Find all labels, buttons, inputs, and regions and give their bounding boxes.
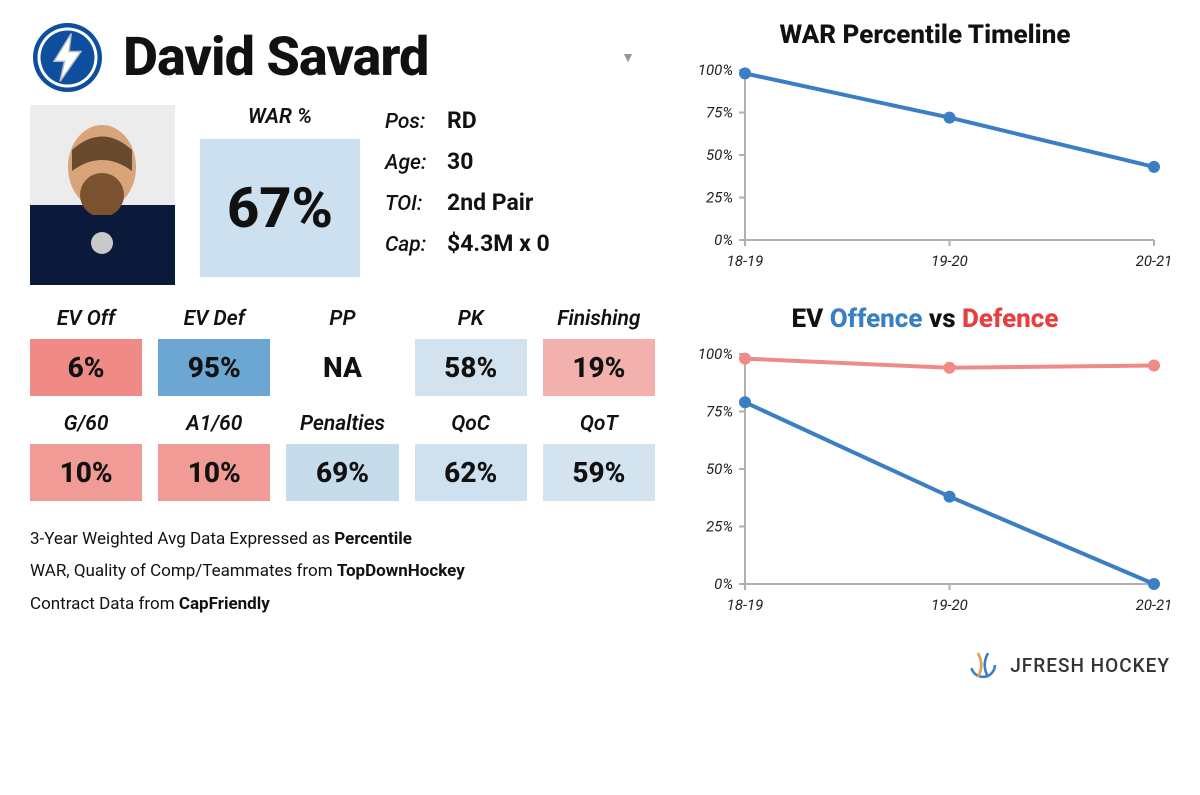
svg-text:19-20: 19-20	[931, 596, 968, 614]
stat-cell: EV Off 6%	[30, 307, 142, 396]
stat-label: QoC	[415, 412, 527, 436]
ev-off-def-chart: EV Offence vs Defence 0% 25% 50% 75% 100% 18-…	[680, 304, 1170, 634]
header: David Savard ▼	[30, 20, 655, 95]
team-logo	[30, 20, 105, 95]
stat-label: PK	[415, 307, 527, 331]
svg-text:0%: 0%	[714, 231, 733, 249]
brand-text: JFRESH HOCKEY	[1010, 654, 1170, 677]
stat-label: G/60	[30, 412, 142, 436]
stat-value-box: 95%	[158, 339, 270, 396]
stat-cell: G/60 10%	[30, 412, 142, 501]
stat-cell: PP NA	[286, 307, 398, 396]
stat-value-box: 59%	[543, 444, 655, 501]
stat-value-box: 62%	[415, 444, 527, 501]
svg-text:19-20: 19-20	[931, 252, 968, 270]
player-headshot	[30, 105, 175, 285]
note-bold: Percentile	[334, 529, 412, 549]
note-line: Contract Data from CapFriendly	[30, 588, 655, 620]
stat-cell: Finishing 19%	[543, 307, 655, 396]
info-value: RD	[447, 107, 477, 134]
stat-label: Penalties	[286, 412, 398, 436]
stat-label: Finishing	[543, 307, 655, 331]
chart-title: WAR Percentile Timeline	[680, 20, 1170, 50]
info-row: TOI: 2nd Pair	[385, 189, 550, 216]
chart-title-pre: EV	[792, 304, 830, 334]
stat-cell: PK 58%	[415, 307, 527, 396]
player-name: David Savard	[123, 26, 428, 89]
stat-label: EV Def	[158, 307, 270, 331]
evd-chart-svg: 0% 25% 50% 75% 100% 18-19 19-20 20-21	[680, 340, 1170, 630]
info-table: Pos: RD Age: 30 TOI: 2nd Pair Cap: $4.3M…	[385, 105, 550, 285]
top-info: WAR % 67% Pos: RD Age: 30 TOI: 2nd Pair …	[30, 105, 655, 285]
chart-title-offence: Offence	[830, 304, 923, 334]
war-label: WAR %	[200, 105, 360, 129]
note-line: WAR, Quality of Comp/Teammates from TopD…	[30, 555, 655, 587]
note-text: WAR, Quality of Comp/Teammates from	[30, 561, 337, 581]
stat-cell: A1/60 10%	[158, 412, 270, 501]
stat-label: EV Off	[30, 307, 142, 331]
stat-grid: EV Off 6% EV Def 95% PP NA PK 58% Finishing 19% G/…	[30, 307, 655, 501]
info-value: 30	[447, 148, 473, 175]
stat-cell: QoC 62%	[415, 412, 527, 501]
info-label: Age:	[385, 151, 435, 175]
svg-text:0%: 0%	[714, 575, 733, 593]
stat-value-box: 10%	[158, 444, 270, 501]
stat-label: A1/60	[158, 412, 270, 436]
stat-label: QoT	[543, 412, 655, 436]
note-text: Contract Data from	[30, 594, 179, 614]
svg-text:25%: 25%	[706, 518, 733, 536]
svg-text:100%: 100%	[698, 345, 733, 363]
info-value: 2nd Pair	[447, 189, 533, 216]
chart-title-vs: vs	[922, 304, 962, 334]
right-column: WAR Percentile Timeline 0% 25% 50% 75% 100% 1…	[655, 20, 1170, 775]
note-text: 3-Year Weighted Avg Data Expressed as	[30, 529, 334, 549]
stat-value-box: 6%	[30, 339, 142, 396]
dropdown-caret-icon[interactable]: ▼	[621, 49, 635, 66]
svg-text:18-19: 18-19	[727, 596, 764, 614]
info-label: TOI:	[385, 192, 435, 216]
note-bold: CapFriendly	[179, 594, 270, 614]
footer-notes: 3-Year Weighted Avg Data Expressed as Pe…	[30, 523, 655, 620]
svg-text:20-21: 20-21	[1136, 252, 1170, 270]
stat-value-box: 58%	[415, 339, 527, 396]
chart-title: EV Offence vs Defence	[680, 304, 1170, 334]
info-row: Cap: $4.3M x 0	[385, 230, 550, 257]
stat-cell: QoT 59%	[543, 412, 655, 501]
note-line: 3-Year Weighted Avg Data Expressed as Pe…	[30, 523, 655, 555]
info-row: Pos: RD	[385, 107, 550, 134]
war-timeline-chart: WAR Percentile Timeline 0% 25% 50% 75% 100% 1…	[680, 20, 1170, 290]
war-chart-svg: 0% 25% 50% 75% 100% 18-19 19-20 20-21	[680, 56, 1170, 286]
svg-text:25%: 25%	[706, 189, 733, 207]
war-value-box: 67%	[200, 139, 360, 277]
svg-text:50%: 50%	[706, 146, 733, 164]
svg-text:75%: 75%	[706, 104, 733, 122]
stat-value-box: NA	[286, 339, 398, 396]
left-column: David Savard ▼ WAR % 67%	[30, 20, 655, 775]
stat-cell: EV Def 95%	[158, 307, 270, 396]
svg-text:100%: 100%	[698, 61, 733, 79]
svg-text:18-19: 18-19	[727, 252, 764, 270]
info-label: Pos:	[385, 110, 435, 134]
stat-value-box: 19%	[543, 339, 655, 396]
svg-text:75%: 75%	[706, 403, 733, 421]
war-block: WAR % 67%	[200, 105, 360, 285]
note-bold: TopDownHockey	[337, 561, 465, 581]
brand: JFRESH HOCKEY	[680, 648, 1170, 682]
svg-text:50%: 50%	[706, 460, 733, 478]
info-value: $4.3M x 0	[447, 230, 550, 257]
stat-label: PP	[286, 307, 398, 331]
stat-value-box: 10%	[30, 444, 142, 501]
stat-cell: Penalties 69%	[286, 412, 398, 501]
stat-value-box: 69%	[286, 444, 398, 501]
chart-title-defence: Defence	[962, 304, 1058, 334]
svg-text:20-21: 20-21	[1136, 596, 1170, 614]
player-card: David Savard ▼ WAR % 67%	[0, 0, 1200, 795]
brand-logo-icon	[966, 648, 1000, 682]
info-label: Cap:	[385, 233, 435, 257]
info-row: Age: 30	[385, 148, 550, 175]
